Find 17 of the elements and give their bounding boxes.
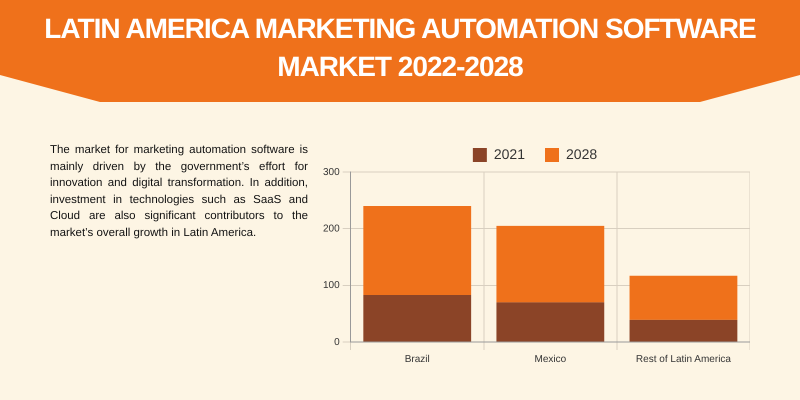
bar [630,276,738,320]
x-tick-label: Mexico [534,354,567,365]
y-tick-label: 200 [322,223,340,234]
bar [363,206,472,295]
x-tick-label: Brazil [404,354,430,365]
legend-label: 2021 [494,146,526,162]
y-tick-label: 0 [334,336,340,348]
bar [363,294,472,342]
bar [630,320,738,342]
x-tick-label: Rest of Latin America [636,354,732,365]
bar [496,226,604,302]
legend-label: 2028 [566,146,598,162]
chart-title: LATIN AMERICA MARKETING AUTOMATION SOFTWARE MARKET 2022-2028 [43,12,757,84]
y-tick-label: 100 [322,280,340,292]
y-tick-label: 300 [322,166,340,178]
text: The market for marketing automation software is mainly driven by the government’s effort for innovation and digital transformation. In addition, investment in technologies such as SaaS and Cloud are also significant contributors to the market’s overall growth in Latin America. [50,143,308,240]
bar [496,302,604,342]
